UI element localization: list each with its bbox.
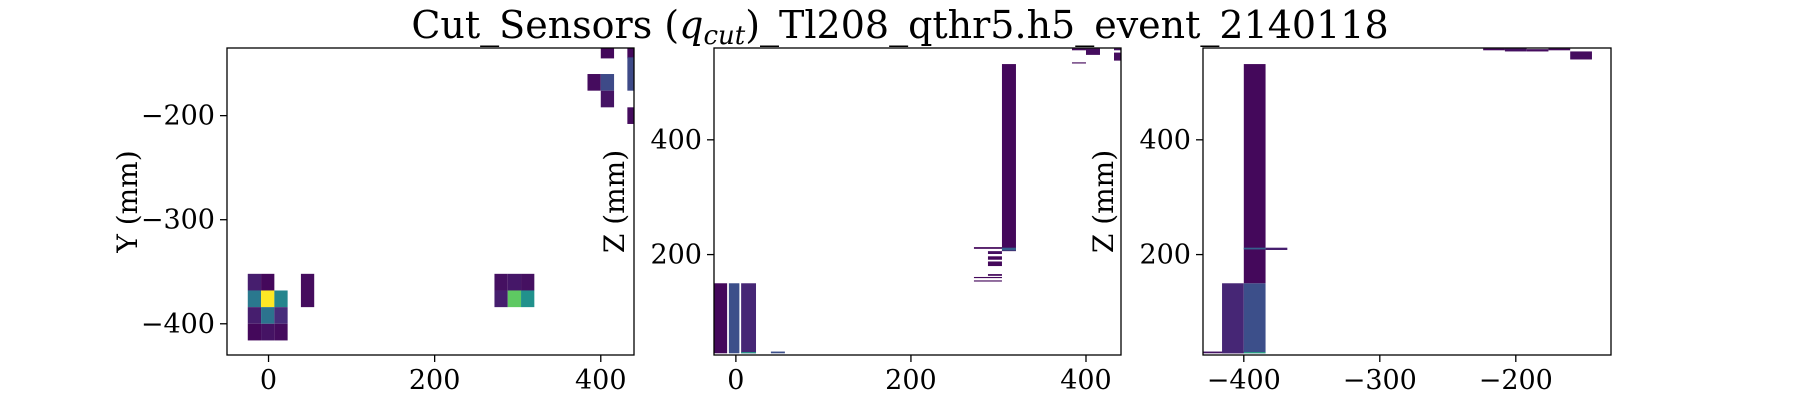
heatmap-cell bbox=[1114, 48, 1121, 51]
heatmap-cell bbox=[987, 256, 1002, 260]
heatmap-cell bbox=[973, 280, 1002, 282]
figure-title: Cut_Sensors (qcut)_Tl208_qthr5.h5_event_… bbox=[411, 3, 1388, 51]
heatmap-cell bbox=[521, 273, 535, 291]
xz-projection-panel: 0 200 400 200 400 Z (mm) bbox=[598, 47, 1122, 396]
heatmap-cell bbox=[494, 290, 508, 308]
heatmap-cell bbox=[1071, 62, 1086, 64]
heatmap-cell bbox=[1085, 48, 1100, 55]
heatmap-cell bbox=[1526, 49, 1549, 52]
heatmap-cell bbox=[1504, 48, 1527, 52]
heatmap-cell bbox=[770, 351, 785, 354]
heatmap-cell bbox=[1243, 247, 1266, 250]
x-tick-label: 400 bbox=[575, 365, 627, 396]
x-tick-label: 200 bbox=[885, 365, 937, 396]
heatmap-cell bbox=[521, 290, 535, 308]
heatmap-cell bbox=[261, 323, 275, 341]
heatmap-cell bbox=[1548, 48, 1571, 51]
heatmap-cell bbox=[1001, 64, 1016, 252]
xy-projection-panel: 0 200 400 −200 −300 −400 Y (mm) bbox=[111, 47, 635, 396]
heatmap-cell bbox=[261, 273, 275, 291]
x-tick-label: −300 bbox=[1343, 365, 1417, 396]
yz-projection-panel: −400 −300 −200 200 400 Z (mm) bbox=[1087, 47, 1612, 396]
heatmap-cell bbox=[600, 90, 615, 108]
heatmap-cell bbox=[1243, 283, 1266, 354]
y-tick-label: 400 bbox=[650, 125, 702, 156]
title-subscript: cut bbox=[703, 21, 745, 51]
heatmap-cell bbox=[1570, 51, 1592, 60]
heatmap-cell bbox=[1222, 283, 1244, 354]
y-axis-label: Z (mm) bbox=[598, 150, 631, 253]
heatmap-cell bbox=[627, 107, 634, 124]
heatmap-cells bbox=[714, 48, 1121, 354]
x-tick-label: 0 bbox=[727, 365, 744, 396]
title-main: Cut_Sensors ( bbox=[411, 3, 679, 48]
x-tick-label: −400 bbox=[1207, 365, 1281, 396]
heatmap-cell bbox=[1265, 247, 1288, 250]
heatmap-cell bbox=[973, 276, 1002, 279]
heatmap-cell bbox=[274, 323, 288, 341]
heatmap-cell bbox=[507, 273, 522, 291]
heatmap-cell bbox=[600, 74, 615, 91]
heatmap-cells bbox=[247, 48, 634, 341]
y-tick-label: 400 bbox=[1139, 125, 1191, 156]
heatmap-cell bbox=[274, 290, 288, 308]
heatmap-cell bbox=[507, 290, 522, 308]
heatmap-cells bbox=[1203, 48, 1592, 354]
y-tick-label: −300 bbox=[141, 205, 215, 236]
x-tick-label: −200 bbox=[1479, 365, 1553, 396]
heatmap-cell bbox=[973, 247, 1002, 249]
heatmap-cell bbox=[714, 283, 728, 354]
heatmap-cell bbox=[987, 251, 1002, 255]
heatmap-cell bbox=[274, 307, 288, 324]
x-tick-label: 0 bbox=[260, 365, 277, 396]
axes-frame bbox=[1202, 47, 1612, 356]
heatmap-cell bbox=[1114, 52, 1121, 61]
title-rest: )_Tl208_qthr5.h5_event_2140118 bbox=[745, 3, 1388, 48]
heatmap-cell bbox=[741, 283, 757, 354]
axes-frame bbox=[713, 47, 1122, 356]
y-axis-label: Y (mm) bbox=[111, 150, 144, 253]
heatmap-cell bbox=[587, 74, 601, 91]
heatmap-cell bbox=[247, 307, 262, 324]
y-axis-label: Z (mm) bbox=[1087, 150, 1120, 253]
x-tick-label: 400 bbox=[1060, 365, 1112, 396]
y-tick-label: −200 bbox=[141, 101, 215, 132]
axes-frame bbox=[226, 47, 635, 356]
y-tick-label: 200 bbox=[650, 240, 702, 271]
heatmap-cell bbox=[300, 273, 315, 308]
heatmap-cell bbox=[1483, 48, 1505, 51]
heatmap-cell bbox=[600, 48, 615, 59]
heatmap-cell bbox=[1001, 247, 1016, 251]
heatmap-cell bbox=[1243, 64, 1266, 284]
heatmap-cell bbox=[987, 274, 1002, 276]
heatmap-cell bbox=[627, 57, 634, 91]
heatmap-cell bbox=[987, 261, 1002, 267]
heatmap-cell bbox=[247, 290, 262, 308]
title-q: q bbox=[679, 3, 703, 47]
heatmap-cell bbox=[494, 273, 508, 291]
y-tick-label: 200 bbox=[1139, 240, 1191, 271]
heatmap-cell bbox=[247, 273, 262, 291]
heatmap-cell bbox=[1243, 352, 1266, 354]
x-tick-label: 200 bbox=[409, 365, 461, 396]
heatmap-cell bbox=[741, 352, 757, 354]
heatmap-cell bbox=[728, 283, 740, 354]
heatmap-cell bbox=[627, 48, 634, 59]
heatmap-cell bbox=[247, 323, 262, 341]
y-tick-label: −400 bbox=[141, 309, 215, 340]
heatmap-cell bbox=[1071, 48, 1086, 51]
heatmap-cell bbox=[261, 307, 275, 324]
heatmap-cell bbox=[261, 290, 275, 308]
